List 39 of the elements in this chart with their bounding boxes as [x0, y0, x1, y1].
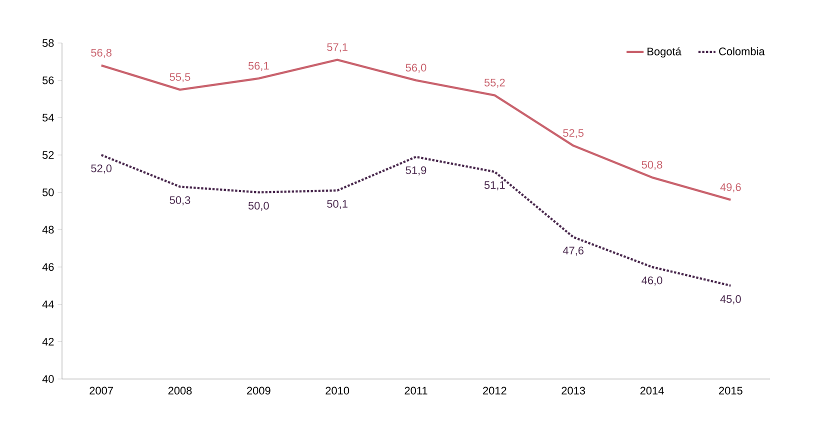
x-tick-label: 2014	[640, 386, 664, 395]
x-tick-label: 2015	[719, 386, 742, 395]
x-tick-label: 2008	[168, 386, 192, 395]
data-label: 45,0	[720, 295, 741, 304]
y-tick-label: 40	[42, 375, 54, 383]
y-tick-label: 54	[42, 114, 54, 122]
data-label: 56,1	[248, 62, 269, 71]
legend-label: Bogotá	[648, 47, 682, 58]
x-tick-label: 2007	[90, 386, 113, 395]
data-label: 56,0	[406, 64, 426, 73]
y-tick-label: 46	[42, 263, 54, 271]
data-label: 50,3	[170, 196, 190, 206]
x-tick-label: 2011	[404, 386, 428, 395]
data-label: 51,9	[406, 166, 426, 176]
data-label: 55,5	[170, 73, 190, 82]
data-label: 52,0	[91, 164, 112, 174]
x-tick-label: 2010	[326, 386, 350, 395]
data-label: 52,5	[563, 129, 584, 138]
data-label: 50,8	[642, 160, 662, 170]
x-tick-label: 2012	[483, 386, 506, 395]
data-label: 50,1	[327, 200, 348, 210]
data-label: 49,6	[720, 183, 741, 192]
legend-label: Colombia	[719, 47, 765, 56]
data-label: 56,8	[91, 48, 112, 58]
x-tick-label: 2013	[562, 386, 586, 395]
x-tick-label: 2009	[247, 386, 270, 395]
data-label: 55,2	[484, 78, 505, 88]
data-label: 47,6	[562, 246, 584, 256]
y-tick-label: 50	[42, 188, 54, 196]
y-tick-label: 42	[42, 338, 54, 346]
y-tick-label: 58	[42, 39, 54, 47]
y-tick-label: 52	[42, 151, 54, 159]
y-tick-label: 44	[42, 300, 54, 308]
data-label: 46,0	[642, 276, 662, 286]
data-label: 57,1	[327, 43, 348, 52]
data-label: 51,1	[484, 181, 505, 190]
data-label: 50,0	[248, 202, 269, 211]
y-tick-label: 56	[42, 76, 54, 84]
y-tick-label: 48	[42, 226, 54, 234]
